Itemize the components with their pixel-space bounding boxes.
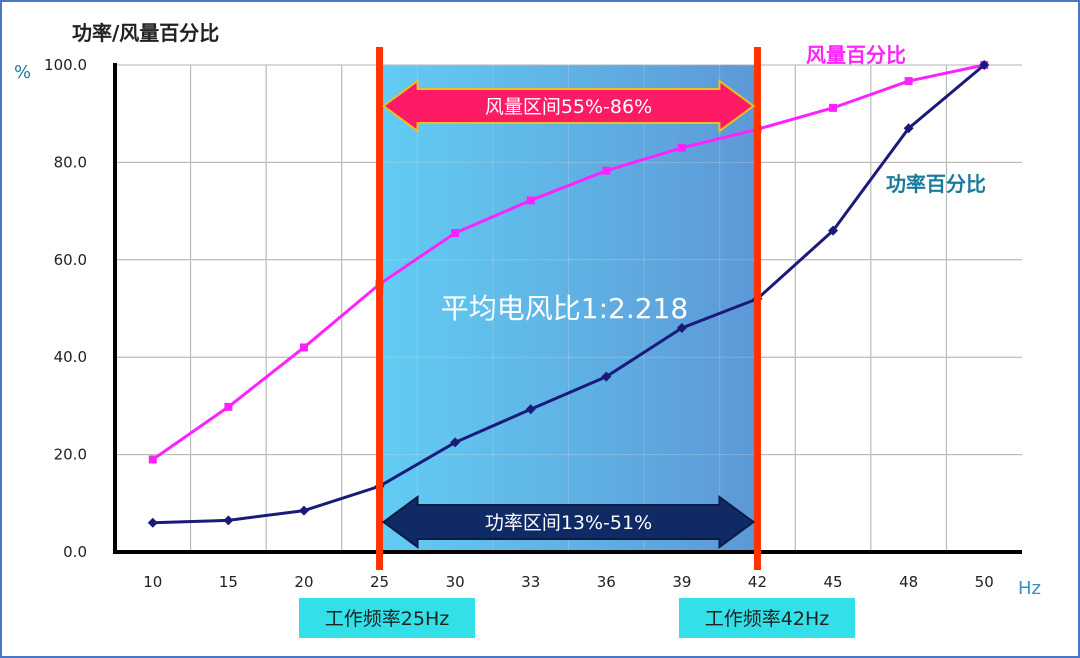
x-tick-label: 42	[748, 573, 767, 591]
airflow-range-arrow: 风量区间55%-86%	[381, 79, 756, 133]
data-point	[979, 60, 990, 70]
x-tick-label: 33	[521, 573, 540, 591]
data-point	[299, 343, 308, 352]
x-tick-label: 45	[823, 573, 842, 591]
frequency-limit-lines	[376, 47, 761, 570]
power-range-arrow: 功率区间13%-51%	[381, 495, 756, 549]
data-point	[526, 196, 535, 205]
power-range-label: 功率区间13%-51%	[485, 512, 652, 534]
x-tick-label: 39	[672, 573, 691, 591]
y-tick-label: 80.0	[54, 153, 87, 171]
average-ratio-label: 平均电风比1:2.218	[441, 292, 688, 325]
x-tick-label: 50	[975, 573, 994, 591]
series-lines	[147, 60, 990, 528]
y-tick-label: 20.0	[54, 446, 87, 464]
data-point	[676, 322, 687, 333]
data-point	[224, 402, 233, 411]
chart-title: 功率/风量百分比	[72, 21, 219, 45]
x-tick-label: 25	[370, 573, 389, 591]
series-line	[152, 63, 986, 525]
y-tick-label: 100.0	[44, 56, 87, 74]
y-tick-label: 60.0	[54, 251, 87, 269]
data-point	[450, 437, 461, 448]
freq-high-label: 工作频率42Hz	[705, 608, 829, 630]
data-point	[148, 455, 157, 464]
freq-low-box: 工作频率25Hz	[299, 598, 475, 638]
data-point	[223, 515, 234, 526]
series-label-airflow: 风量百分比	[806, 43, 906, 67]
freq-low-label: 工作频率25Hz	[325, 608, 449, 630]
x-tick-labels: 10 15 20 25 30 33 36 39 42 45 48 50	[143, 573, 994, 591]
series-line	[151, 63, 985, 461]
data-point	[601, 371, 612, 382]
data-point	[904, 77, 913, 86]
data-point	[828, 225, 839, 236]
y-tick-labels: 0.0 20.0 40.0 60.0 80.0 100.0	[44, 56, 87, 561]
x-tick-label: 48	[899, 573, 918, 591]
data-point	[451, 229, 460, 238]
data-point	[298, 505, 309, 516]
y-tick-label: 0.0	[63, 543, 87, 561]
data-point	[829, 103, 838, 112]
y-unit-label: %	[14, 62, 31, 83]
series-label-power: 功率百分比	[886, 172, 986, 196]
data-point	[903, 123, 914, 134]
x-tick-label: 15	[219, 573, 238, 591]
data-point	[602, 166, 611, 175]
x-tick-label: 36	[597, 573, 616, 591]
airflow-range-label: 风量区间55%-86%	[485, 96, 652, 118]
freq-high-box: 工作频率42Hz	[679, 598, 855, 638]
y-tick-label: 40.0	[54, 348, 87, 366]
x-tick-label: 30	[446, 573, 465, 591]
data-point	[147, 517, 158, 528]
plot-axes	[113, 63, 1022, 554]
x-tick-label: 10	[143, 573, 162, 591]
data-point	[525, 404, 536, 415]
x-tick-label: 20	[294, 573, 313, 591]
x-unit-label: Hz	[1018, 578, 1041, 599]
data-point	[677, 143, 686, 152]
band-grid-lines	[115, 64, 1022, 553]
